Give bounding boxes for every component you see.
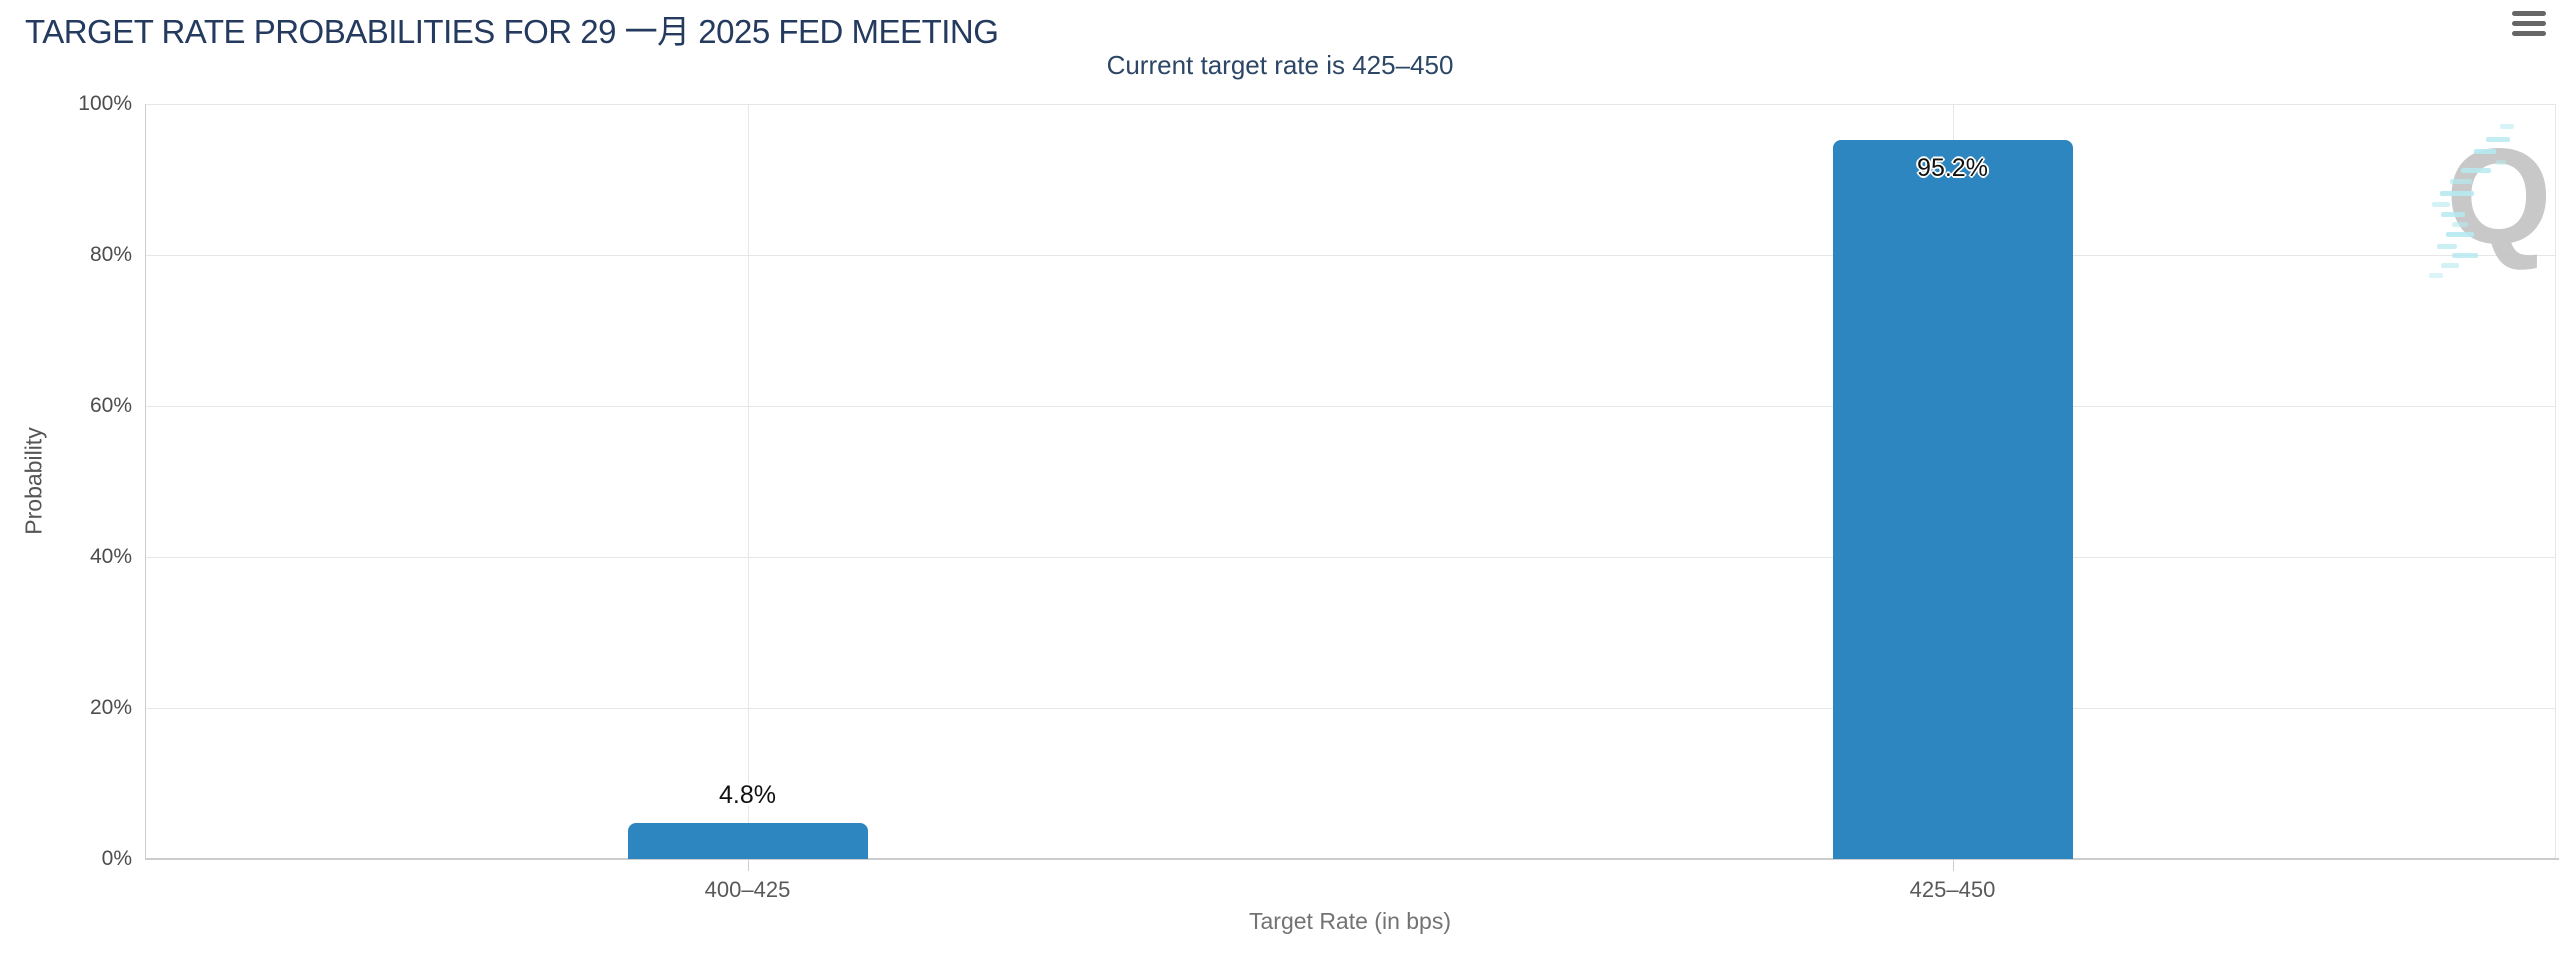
y-gridline bbox=[145, 104, 2555, 105]
watermark-dash bbox=[2441, 263, 2459, 268]
y-gridline bbox=[145, 708, 2555, 709]
chart-context-menu-button[interactable] bbox=[2512, 6, 2546, 40]
watermark-dash bbox=[2486, 137, 2510, 142]
watermark-dash bbox=[2429, 273, 2443, 278]
x-gridline bbox=[747, 104, 749, 859]
watermark-q-logo: Q bbox=[2446, 120, 2552, 272]
probability-bar[interactable] bbox=[627, 822, 868, 859]
y-tick-label: 20% bbox=[89, 696, 132, 719]
y-gridline bbox=[145, 557, 2555, 558]
watermark-dash bbox=[2440, 191, 2474, 196]
x-axis-tick bbox=[747, 859, 749, 871]
watermark-dash bbox=[2450, 179, 2472, 184]
y-tick-label: 40% bbox=[89, 545, 132, 568]
x-category-label: 400–425 bbox=[704, 877, 791, 902]
y-axis-title: Probability bbox=[20, 427, 47, 535]
bar-value-label: 95.2% bbox=[1917, 154, 1988, 183]
y-gridline bbox=[145, 406, 2555, 407]
watermark-dash bbox=[2437, 244, 2457, 249]
hamburger-menu-icon bbox=[2512, 11, 2546, 36]
watermark-dash bbox=[2452, 222, 2468, 227]
watermark-dash bbox=[2441, 212, 2465, 217]
x-gridline bbox=[2555, 104, 2556, 859]
y-tick-label: 0% bbox=[101, 847, 132, 870]
x-axis-line bbox=[145, 858, 2559, 860]
y-axis-line bbox=[145, 104, 146, 859]
y-tick-label: 100% bbox=[78, 92, 132, 115]
watermark-dash bbox=[2452, 253, 2478, 258]
bar-value-label: 4.8% bbox=[719, 780, 776, 809]
watermark-dash bbox=[2446, 232, 2474, 237]
watermark-dash bbox=[2461, 168, 2491, 173]
probability-bar[interactable] bbox=[1832, 140, 2073, 859]
watermark-dash bbox=[2500, 124, 2514, 129]
chart-subtitle: Current target rate is 425–450 bbox=[1106, 50, 1454, 80]
y-gridline bbox=[145, 255, 2555, 256]
chart-title: TARGET RATE PROBABILITIES FOR 29 一月 2025… bbox=[25, 13, 999, 50]
watermark-dash bbox=[2432, 202, 2450, 207]
x-axis-tick bbox=[1952, 859, 1954, 871]
y-tick-label: 60% bbox=[89, 394, 132, 417]
y-tick-label: 80% bbox=[89, 243, 132, 266]
watermark-dash bbox=[2474, 149, 2496, 154]
x-axis-title: Target Rate (in bps) bbox=[1249, 908, 1451, 934]
x-category-label: 425–450 bbox=[1909, 877, 1996, 902]
watermark-dash bbox=[2496, 160, 2506, 165]
